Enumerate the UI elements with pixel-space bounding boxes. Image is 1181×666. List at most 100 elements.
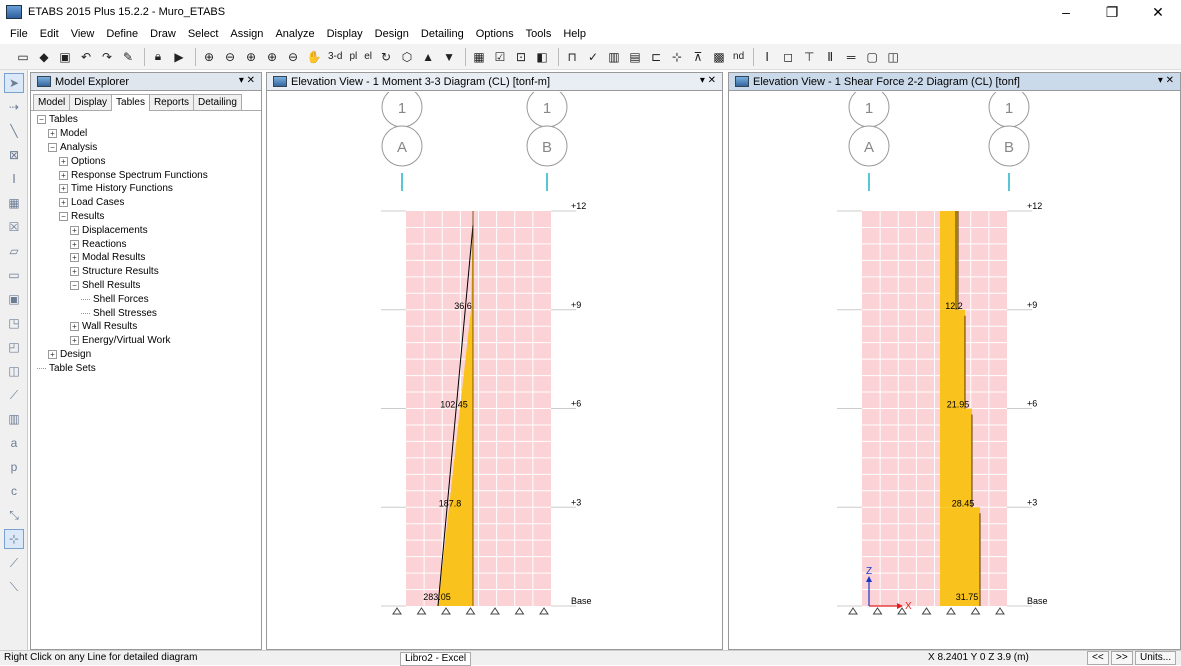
draw-area-icon[interactable]: ▱ [9,244,19,258]
menu-options[interactable]: Options [475,28,514,40]
draw-beam-icon[interactable]: ⊤ [803,49,815,64]
tree-node[interactable]: + Modal Results [31,251,261,265]
menu-edit[interactable]: Edit [39,28,59,40]
display-deformed-icon[interactable]: ⊡ [516,49,527,64]
tree-node[interactable]: + Options [31,154,261,168]
draw-opening-icon[interactable]: ◫ [887,49,899,64]
draw-diagonal-icon[interactable]: ⊠ [8,148,20,162]
tree-node[interactable]: − Shell Results [31,279,261,293]
tree-node[interactable]: Table Sets [31,361,261,375]
move-down-icon[interactable]: ▼ [443,49,455,64]
draw-opening-tool-icon[interactable]: ◫ [8,364,20,378]
tree-node[interactable]: + Energy/Virtual Work [31,334,261,348]
draw-ibeam-icon[interactable]: Ⅰ [12,172,16,186]
moment-diagram-canvas[interactable]: 1 A 1 B +12 +9 +6 +3 Base 36.6 102.45 187.8 283.05 [267,92,723,650]
units-button[interactable]: Units... [1135,651,1177,665]
expand-icon[interactable]: + [70,239,79,249]
taskbar-excel-item[interactable]: Libro2 - Excel [400,652,472,666]
run-analysis-icon[interactable]: ▶ [174,49,184,64]
tab-reports[interactable]: Reports [148,94,194,110]
menu-define[interactable]: Define [106,28,139,40]
expand-icon[interactable]: + [70,336,79,346]
new-model-icon[interactable]: ▭ [17,49,29,64]
tab-detailing[interactable]: Detailing [192,94,242,110]
zoom-in-icon[interactable]: ⊕ [245,49,257,64]
load-diagram-icon[interactable]: ▤ [629,49,641,64]
rotate-icon[interactable]: ↻ [381,49,392,64]
menu-display[interactable]: Display [326,28,363,40]
deformed-shape-icon[interactable]: ✓ [588,49,599,64]
shear-diagram-canvas[interactable]: 1 A 1 B +12 +9 +6 +3 Base Z X 12.2 21.95 28.45 31.75 [729,92,1181,650]
open-icon[interactable]: ◆ [39,49,49,64]
menu-assign[interactable]: Assign [230,28,264,40]
shear-diagram-view[interactable]: Elevation View - 1 Shear Force 2-2 Diagr… [728,72,1181,650]
tree-node[interactable]: − Results [31,210,261,224]
perspective-icon[interactable]: ⬡ [401,49,413,64]
move-up-icon[interactable]: ▲ [422,49,434,64]
tree-node[interactable]: + Reactions [31,237,261,251]
snap-points-icon[interactable]: ⊹ [4,529,24,549]
expand-icon[interactable]: + [70,253,79,263]
tree-node[interactable]: Shell Forces [31,292,261,306]
expand-icon[interactable]: + [59,198,68,208]
frame-diagram-icon[interactable]: ⊼ [693,49,703,64]
tree-node[interactable]: − Analysis [31,141,261,155]
snap-line-icon[interactable]: ⟋ [9,555,19,570]
previous-button[interactable]: << [1087,651,1109,665]
tree-node[interactable]: + Model [31,127,261,141]
menu-analyze[interactable]: Analyze [275,28,315,40]
panel-pin-close-button[interactable]: ▾ ✕ [238,75,255,86]
tree-node[interactable]: + Time History Functions [31,182,261,196]
next-button[interactable]: >> [1111,651,1133,665]
draw-wall-stack-icon[interactable]: ◰ [8,340,20,354]
tab-tables[interactable]: Tables [111,94,150,111]
close-button[interactable]: ✕ [1152,3,1164,20]
menu-draw[interactable]: Draw [150,28,176,40]
elevation-view-button[interactable]: el [364,51,373,62]
tab-model[interactable]: Model [33,94,71,110]
expand-icon[interactable]: + [59,156,68,166]
expand-icon[interactable]: + [59,170,68,180]
tree-node[interactable]: + Load Cases [31,196,261,210]
clear-selection-icon[interactable]: c [11,484,17,498]
draw-table-icon[interactable]: ▥ [8,412,20,426]
tree-node[interactable]: − Tables [31,113,261,127]
section-cut-icon[interactable]: ⊏ [651,49,662,64]
menu-view[interactable]: View [70,28,95,40]
expand-icon[interactable]: + [70,322,79,332]
tree-node[interactable]: + Response Spectrum Functions [31,168,261,182]
expand-icon[interactable]: + [70,225,79,235]
select-pointer-icon[interactable]: ➤ [4,73,24,93]
draw-link-icon[interactable]: ═ [846,49,856,64]
edit-pencil-icon[interactable]: ✎ [122,49,134,64]
frame-icon[interactable]: ⊓ [567,49,577,64]
select-all-icon[interactable]: a [10,436,18,450]
view-3d-button[interactable]: 3-d [328,51,343,62]
tree-node[interactable]: + Design [31,348,261,362]
draw-dimension-icon[interactable]: ⟋ [9,387,19,402]
draw-cross-icon[interactable]: ☒ [8,220,20,234]
model-image-icon[interactable]: ▩ [713,49,725,64]
draw-quick-area-icon[interactable]: ▣ [8,292,20,306]
zoom-window-icon[interactable]: ⊕ [203,49,215,64]
undo-icon[interactable]: ↶ [80,49,92,64]
tree-node[interactable]: Shell Stresses [31,306,261,320]
zoom-all-icon[interactable]: ⊖ [287,49,299,64]
maximize-button[interactable]: ❐ [1105,3,1119,20]
dimension-icon[interactable]: ⊹ [672,49,683,64]
tree-node[interactable]: + Displacements [31,223,261,237]
collapse-icon[interactable]: − [37,115,46,125]
menu-tools[interactable]: Tools [525,28,552,40]
moment-view-controls[interactable]: ▾ ✕ [699,75,716,86]
collapse-icon[interactable]: − [48,142,57,152]
draw-grid-icon[interactable]: ▦ [8,196,20,210]
collapse-icon[interactable]: − [70,280,79,290]
nd-button[interactable]: nd [733,51,745,62]
menu-select[interactable]: Select [187,28,219,40]
expand-icon[interactable]: + [70,267,79,277]
menu-file[interactable]: File [10,28,28,40]
pan-icon[interactable]: ✋ [306,49,322,64]
zoom-out-icon[interactable]: ⊕ [266,49,278,64]
save-icon[interactable]: ▣ [59,49,71,64]
story-response-icon[interactable]: ▥ [608,49,620,64]
